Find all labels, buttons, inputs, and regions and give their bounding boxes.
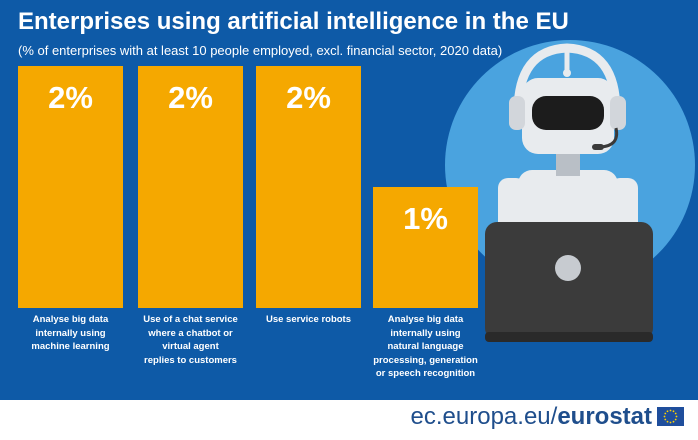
bar-category-label-line: where a chatbot or xyxy=(148,327,233,339)
flag-star xyxy=(669,409,672,412)
bar-category-label: Analyse big data internally using machine … xyxy=(18,313,123,354)
headphone-right xyxy=(610,96,626,130)
flag-star xyxy=(666,410,669,413)
flag-star xyxy=(669,421,672,424)
footer-url-separator: / xyxy=(550,403,558,430)
bar-3 xyxy=(256,66,361,308)
bar-category-label: Use service robots xyxy=(256,313,361,327)
chart-area xyxy=(18,40,695,342)
microphone-tip xyxy=(592,144,604,150)
bar-category-label-line: Use service robots xyxy=(265,314,351,325)
footer-brand: eurostat xyxy=(557,403,652,430)
bar-category-label-line: Analyse big data xyxy=(387,314,464,325)
bar-category-label-line: Analyse big data xyxy=(32,314,109,325)
bar-value-label: 2% xyxy=(168,80,213,115)
flag-star xyxy=(664,412,667,415)
bar-value-label: 2% xyxy=(48,80,93,115)
bar-value-label: 2% xyxy=(286,80,331,115)
flag-star xyxy=(674,418,677,421)
bar-value-label: 1% xyxy=(403,201,448,236)
chart-title: Enterprises using artificial intelligenc… xyxy=(18,8,569,35)
chart-subtitle: (% of enterprises with at least 10 peopl… xyxy=(18,43,503,58)
flag-star xyxy=(672,420,675,423)
flag-star xyxy=(666,420,669,423)
bar-category-label: Analyse big data internally using natural … xyxy=(373,313,478,381)
bar-category-label-line: natural language xyxy=(387,341,464,352)
flag-star xyxy=(663,415,666,418)
flag-star xyxy=(672,410,675,413)
bars-group xyxy=(18,66,478,308)
bar-category-label-line: Use of a chat service xyxy=(143,314,238,325)
bar-category-label-line: virtual agent xyxy=(162,341,219,352)
flag-star xyxy=(664,418,667,421)
laptop-logo xyxy=(555,255,581,281)
bar-4 xyxy=(373,187,478,308)
bar-2 xyxy=(138,66,243,308)
bar-1 xyxy=(18,66,123,308)
laptop-body xyxy=(485,222,653,340)
robot-visor xyxy=(532,96,604,130)
bar-category-label-line: or speech recognition xyxy=(375,368,476,379)
antenna-tip xyxy=(563,69,571,77)
bar-category-label-line: internally using xyxy=(35,327,106,339)
bar-category-label-line: processing, generation xyxy=(373,354,478,366)
bar-category-label-line: replies to customers xyxy=(144,354,237,366)
flag-star xyxy=(674,412,677,415)
bar-category-label-line: machine learning xyxy=(31,341,110,352)
robot-illustration xyxy=(445,40,695,342)
eu-flag-icon xyxy=(657,407,684,426)
bar-category-label-line: internally using xyxy=(390,327,461,339)
robot-neck xyxy=(556,150,580,176)
flag-star xyxy=(675,415,678,418)
laptop-base xyxy=(485,332,653,342)
footer-url-domain: ec.europa.eu xyxy=(410,403,551,430)
footer-url[interactable]: ec.europa.eu/eurostat xyxy=(411,403,652,431)
bar-category-label: Use of a chat service where a chatbot or v… xyxy=(138,313,243,367)
headphone-left xyxy=(509,96,525,130)
